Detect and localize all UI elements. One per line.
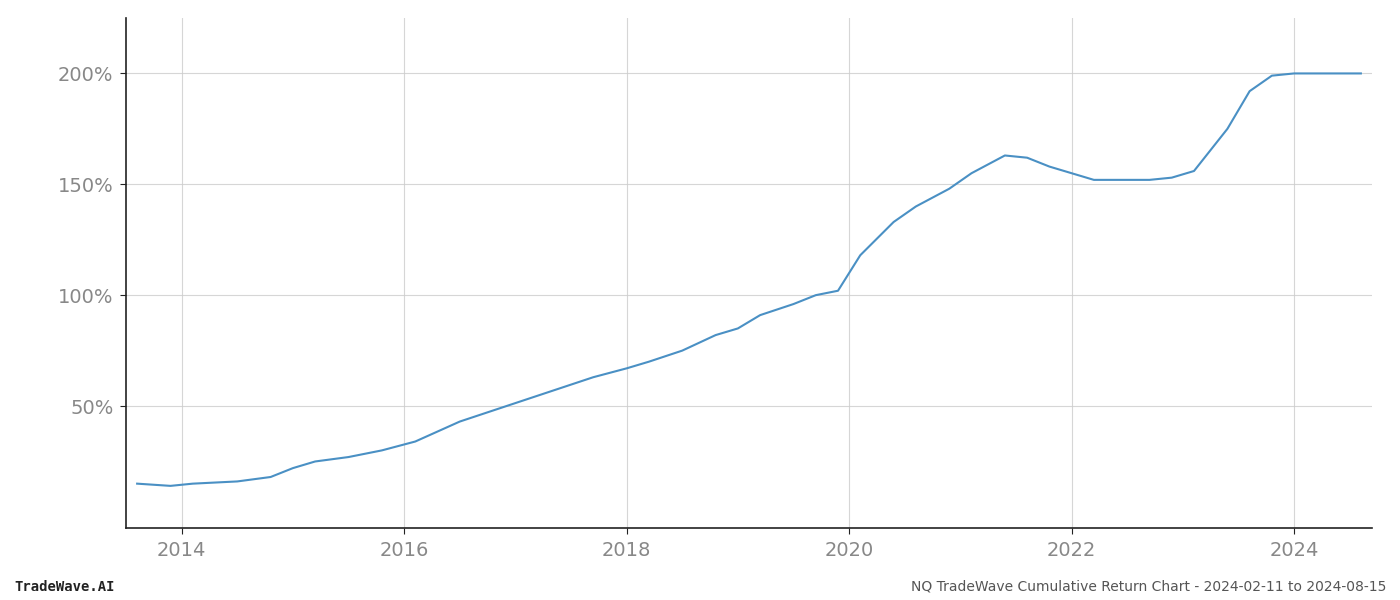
Text: TradeWave.AI: TradeWave.AI — [14, 580, 115, 594]
Text: NQ TradeWave Cumulative Return Chart - 2024-02-11 to 2024-08-15: NQ TradeWave Cumulative Return Chart - 2… — [910, 580, 1386, 594]
